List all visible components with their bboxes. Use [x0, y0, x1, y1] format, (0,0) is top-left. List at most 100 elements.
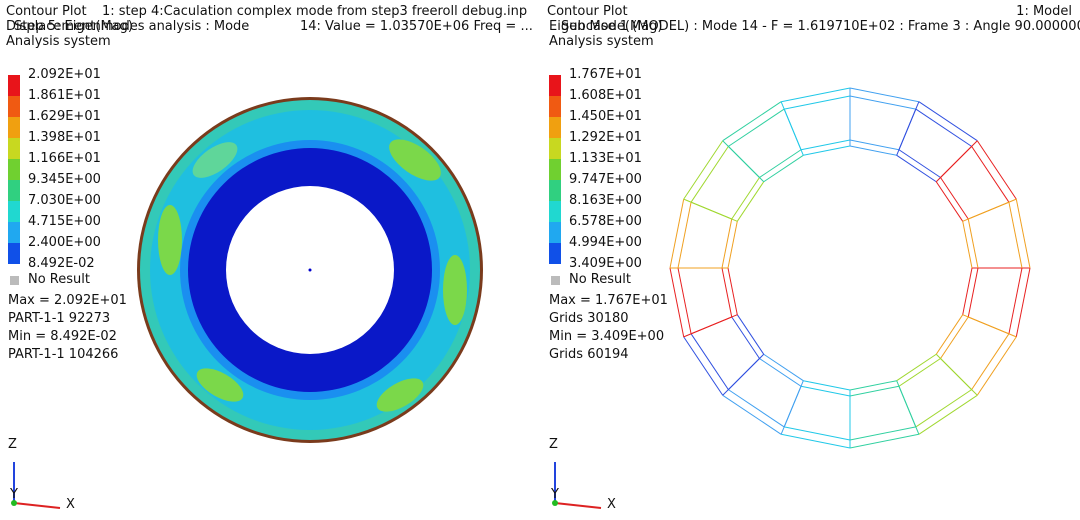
wire-edge	[759, 358, 802, 387]
header-system: Analysis system	[6, 34, 111, 49]
legend-band	[8, 201, 20, 222]
legend-label: 6.578E+00	[569, 214, 642, 229]
wire-edge	[849, 87, 919, 103]
header-mode: 14: Value = 1.03570E+06 Freq = ...	[300, 19, 533, 34]
wire-edge	[935, 314, 964, 355]
wire-edge	[669, 199, 685, 269]
wire-edge	[976, 140, 1017, 200]
header-file: 1: step 4:Caculation complex mode from s…	[102, 4, 528, 19]
header-model: 1: Model	[1016, 4, 1072, 19]
wire-edge	[849, 380, 897, 391]
wire-edge	[1008, 267, 1023, 334]
stat-line: Max = 1.767E+01	[549, 293, 668, 308]
axis-y: Y	[551, 487, 559, 502]
wire-edge	[967, 218, 979, 269]
legend-band	[549, 180, 561, 201]
wire-edge	[759, 149, 802, 178]
wire-edge	[940, 316, 969, 359]
wire-edge	[690, 333, 729, 390]
wire-edge	[722, 101, 782, 142]
legend-band	[549, 138, 561, 159]
legend-label: 1.861E+01	[28, 88, 101, 103]
wire-edge	[728, 108, 785, 147]
wire-edge	[849, 426, 916, 441]
legend-band	[8, 75, 20, 96]
stat-line: Min = 3.409E+00	[549, 329, 665, 344]
header-result: Displacement(Mag)	[6, 19, 133, 34]
axis-x: X	[66, 497, 75, 512]
legend-label: 1.767E+01	[569, 67, 642, 82]
wire-edge	[962, 314, 1010, 335]
header-title: Contour Plot	[6, 4, 87, 19]
stat-line: Max = 2.092E+01	[8, 293, 127, 308]
legend-label: 8.492E-02	[28, 256, 95, 271]
legend-band	[8, 180, 20, 201]
legend-band	[8, 159, 20, 180]
wire-edge	[784, 426, 851, 441]
wire-edge	[763, 154, 804, 183]
legend-label: 9.747E+00	[569, 172, 642, 187]
wire-edge	[731, 316, 760, 359]
axis-triad	[11, 462, 602, 509]
wire-edge	[962, 201, 1010, 222]
legend-band	[549, 201, 561, 222]
stat-line: PART-1-1 92273	[8, 311, 111, 326]
wire-edge	[940, 177, 969, 220]
wire-edge	[783, 380, 804, 428]
legend-band	[8, 243, 20, 264]
contour-ring	[137, 97, 483, 443]
wire-edge	[898, 149, 941, 178]
wire-edge	[976, 336, 1017, 396]
wire-edge	[1015, 267, 1031, 337]
wire-edge	[971, 333, 1010, 390]
wire-edge	[721, 218, 733, 269]
wire-edge	[781, 87, 851, 103]
wire-edge	[683, 140, 724, 200]
wire-edge	[849, 145, 897, 156]
header-subcase: Subcase 1 (MODEL) : Mode 14 - F = 1.6197…	[561, 19, 1080, 34]
no-result-swatch	[551, 276, 560, 285]
wire-edge	[784, 95, 851, 110]
legend-label: 1.629E+01	[28, 109, 101, 124]
legend-band	[8, 138, 20, 159]
wire-edge	[971, 146, 1010, 203]
no-result-swatch	[10, 276, 19, 285]
wire-edge	[849, 385, 900, 397]
stat-line: PART-1-1 104266	[8, 347, 119, 362]
stat-line: Grids 30180	[549, 311, 629, 326]
legend-label: 1.133E+01	[569, 151, 642, 166]
wire-edge	[849, 95, 916, 110]
wire-edge	[962, 267, 973, 315]
wire-edge	[727, 221, 738, 269]
header-subcase: Step 5: Eigenmodes analysis : Mode	[14, 19, 250, 34]
no-result-label: No Result	[28, 272, 90, 287]
header-system: Analysis system	[549, 34, 654, 49]
legend-band	[8, 117, 20, 138]
no-result-label: No Result	[569, 272, 631, 287]
legend-label: 7.030E+00	[28, 193, 101, 208]
wire-edge	[763, 353, 804, 382]
axis-x: X	[607, 497, 616, 512]
axis-z: Z	[8, 437, 17, 452]
wire-edge	[918, 101, 978, 142]
wire-edge	[915, 108, 972, 147]
wire-edge	[896, 154, 937, 183]
legend-label: 1.292E+01	[569, 130, 642, 145]
wire-edge	[896, 353, 937, 382]
wire-edge	[731, 177, 760, 220]
wire-edge	[728, 389, 785, 428]
wire-edge	[803, 380, 851, 391]
legend-label: 2.400E+00	[28, 235, 101, 250]
wire-edge	[849, 139, 900, 151]
legend-label: 4.994E+00	[569, 235, 642, 250]
wire-edge	[677, 267, 692, 334]
wire-edge	[898, 358, 941, 387]
legend-band	[549, 159, 561, 180]
legend-band	[549, 222, 561, 243]
legend-band	[549, 75, 561, 96]
wire-edge	[935, 181, 964, 222]
wire-edge	[781, 433, 851, 449]
legend-band	[8, 222, 20, 243]
axis-z: Z	[549, 437, 558, 452]
wire-edge	[727, 267, 738, 315]
